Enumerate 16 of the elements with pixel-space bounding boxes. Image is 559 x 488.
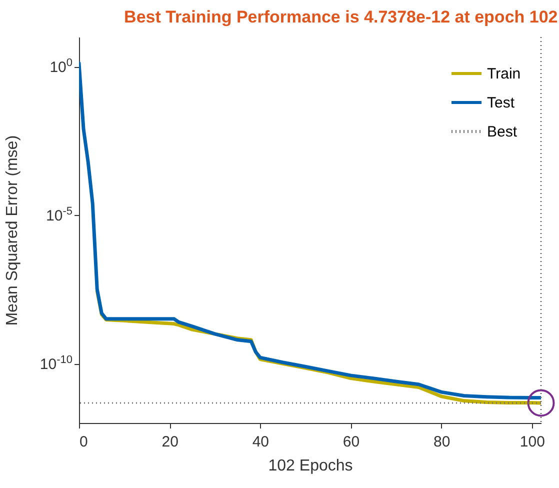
x-tick-label: 60 bbox=[342, 434, 360, 450]
y-tick-label: 10$^{-5}$ bbox=[46, 206, 72, 225]
x-tick-label: 0 bbox=[80, 434, 88, 450]
legend-label: Test bbox=[487, 94, 516, 112]
chart-title: Best Training Performance is 4.7378e-12 at epoch 102 bbox=[124, 7, 558, 26]
line-series bbox=[79, 62, 541, 400]
y-tick-label: 10$^{-10}$ bbox=[40, 354, 72, 374]
x-axis-title: 102 Epochs bbox=[268, 458, 353, 474]
y-tick-label: 10$^{0}$ bbox=[50, 57, 72, 76]
legend-label: Train bbox=[487, 66, 521, 82]
legend-label: Best bbox=[487, 124, 518, 140]
y-axis-title: Mean Squared Error (mse) bbox=[4, 135, 21, 326]
x-tick-label: 40 bbox=[252, 434, 270, 450]
x-tick-label: 100 bbox=[520, 434, 545, 450]
x-tick-label: 80 bbox=[434, 434, 450, 450]
x-tick-label: 20 bbox=[162, 434, 178, 450]
